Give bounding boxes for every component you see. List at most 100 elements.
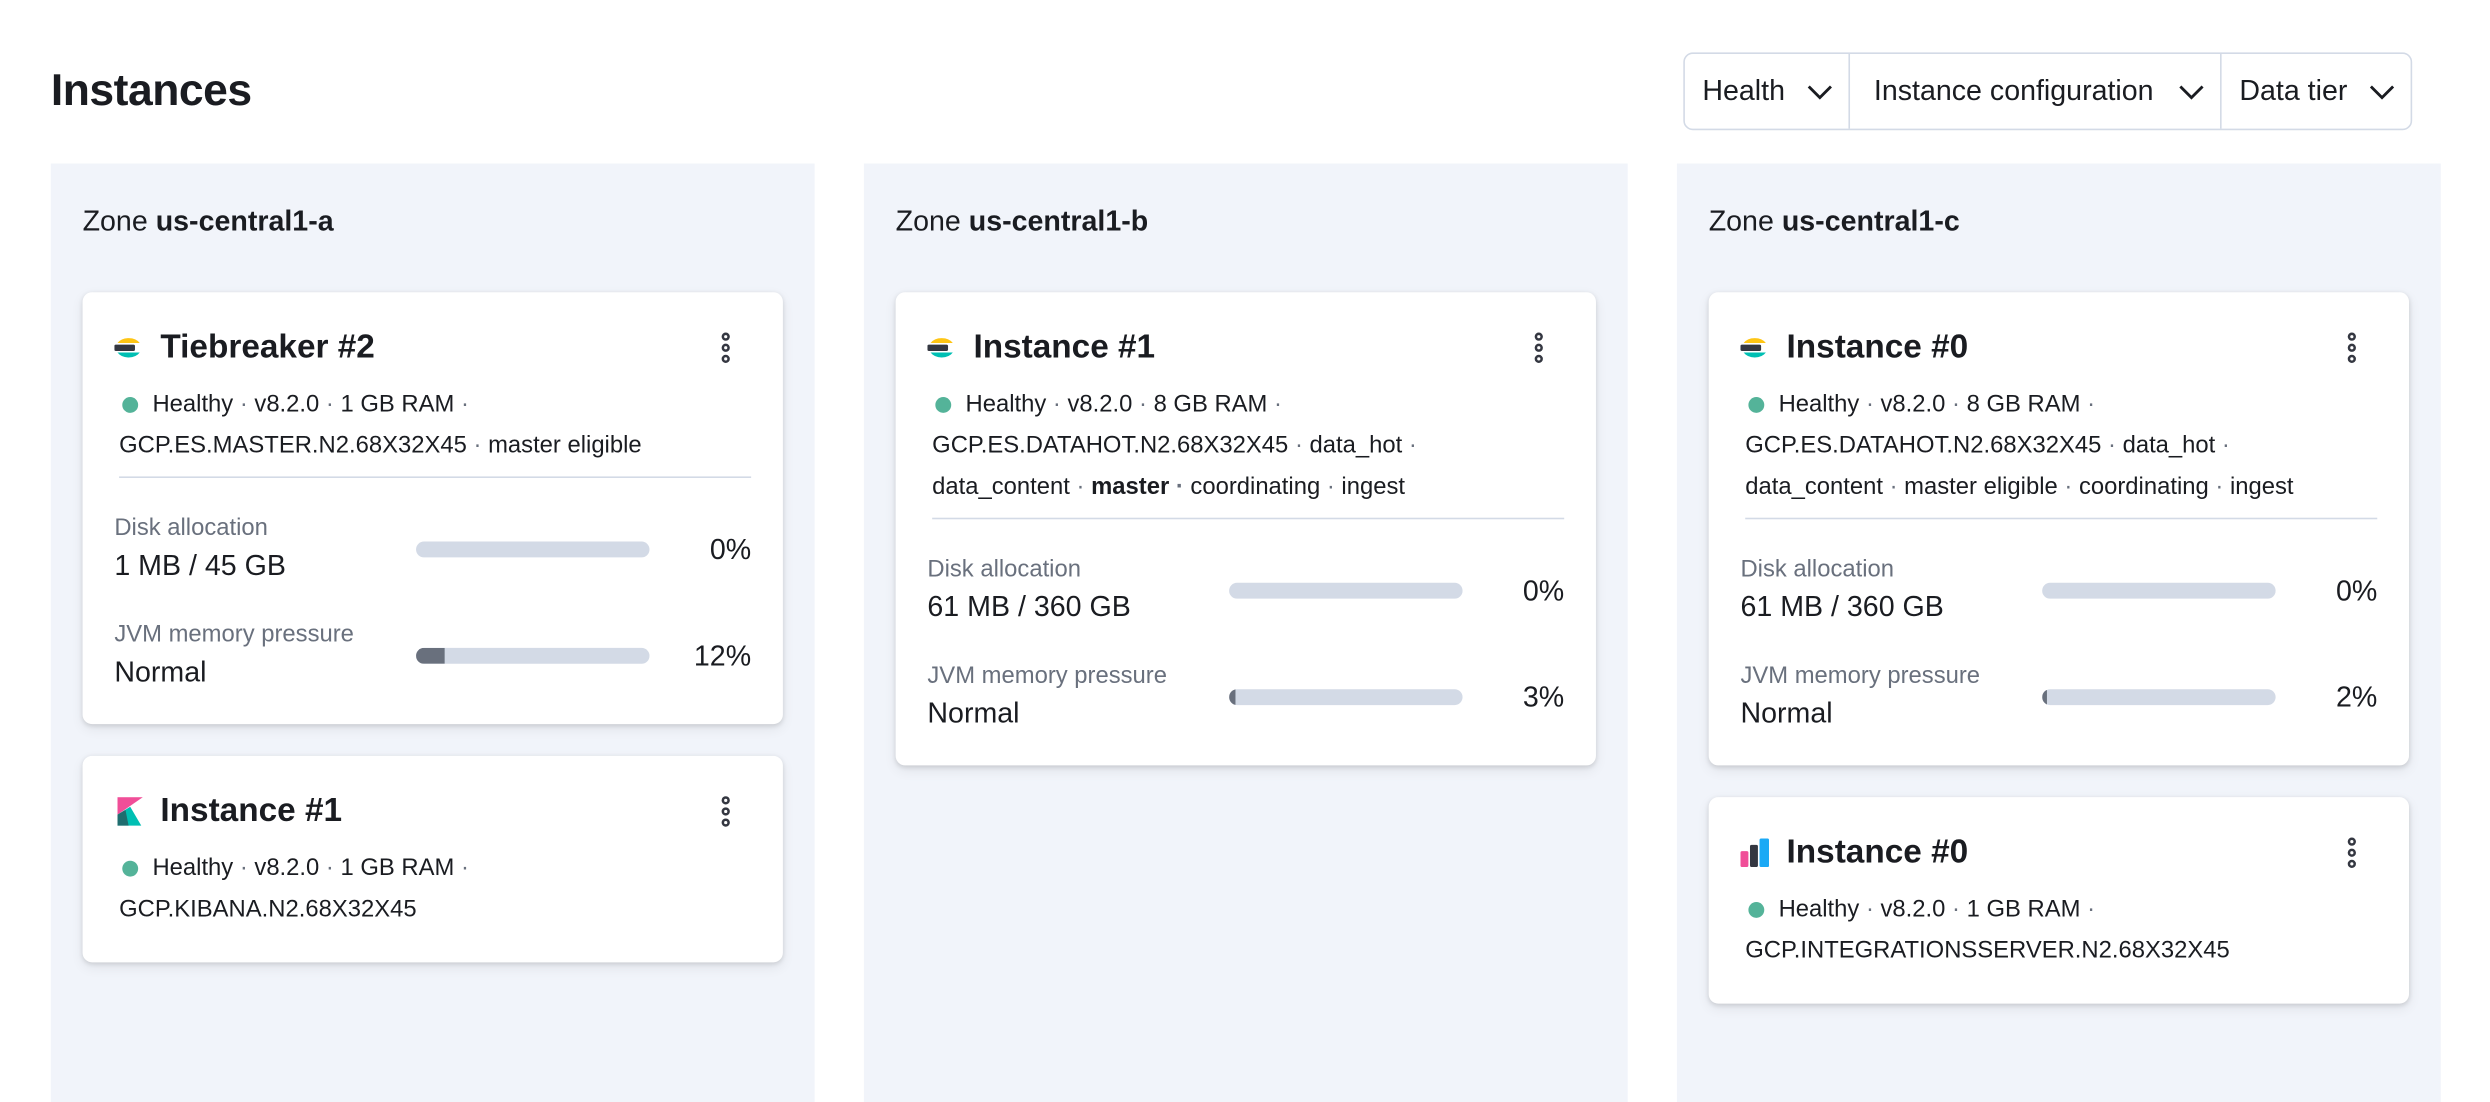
detail: GCP.INTEGRATIONSSERVER.N2.68X32X45 — [1745, 936, 2230, 964]
metric-label: JVM memory pressure — [1740, 662, 1981, 690]
chevron-icon — [1807, 84, 1833, 99]
zone-label: Zone — [82, 204, 148, 237]
metric-label: JVM memory pressure — [927, 662, 1167, 690]
detail: 1 GB RAM — [341, 391, 469, 418]
detail: 8 GB RAM — [1967, 391, 2095, 418]
card-header: Instance #1 — [114, 788, 751, 836]
elasticsearch-icon — [114, 338, 140, 358]
health-status: Healthy — [152, 391, 247, 418]
metric-label: Disk allocation — [114, 514, 268, 542]
filter-label: Data tier — [2239, 74, 2348, 107]
metric-value: Normal — [114, 655, 207, 688]
detail: v8.2.0 — [1067, 391, 1146, 418]
metrics: Disk allocation 61 MB / 360 GB 0% JVM memo… — [1740, 519, 2377, 733]
metrics: Disk allocation 61 MB / 360 GB 0% JVM memo… — [927, 519, 1564, 733]
detail: GCP.KIBANA.N2.68X32X45 — [119, 895, 417, 923]
health-dot — [1748, 901, 1765, 918]
detail: data_hot — [1310, 432, 1417, 459]
more-menu[interactable] — [2336, 329, 2368, 367]
more-menu[interactable] — [710, 329, 742, 367]
metric: Disk allocation 61 MB / 360 GB 0% — [927, 554, 1564, 627]
metric: JVM memory pressure Normal 2% — [1740, 661, 2377, 734]
zone-name: us-central1-a — [155, 204, 334, 237]
divider — [119, 476, 752, 478]
zone-heading: Zone us-central1-b — [896, 195, 1596, 246]
metric: JVM memory pressure Normal 3% — [927, 661, 1564, 734]
detail: master — [1091, 473, 1184, 500]
divider — [1745, 517, 2378, 520]
zone-column: Zone us-central1-a Tiebreaker #2 Healthy… — [50, 163, 815, 1102]
instance-details: Healthy v8.2.0 1 GB RAM GCP.KIBANA.N2.68… — [119, 848, 754, 931]
detail: v8.2.0 — [1881, 391, 1960, 418]
kebab-icon — [1534, 332, 1543, 364]
instance-card: Instance #0 Healthy v8.2.0 8 GB RAM GCP.… — [1708, 292, 2410, 766]
health-dot — [122, 397, 139, 413]
instance-name: Tiebreaker #2 — [160, 328, 375, 366]
metric-percent: 2% — [2335, 680, 2378, 713]
card-header: Tiebreaker #2 — [114, 324, 751, 372]
filter-label: Instance configuration — [1873, 74, 2154, 107]
zone-column: Zone us-central1-b Instance #1 Healthy v… — [863, 163, 1628, 1102]
more-menu[interactable] — [1523, 329, 1555, 367]
instance-name: Instance #1 — [160, 792, 343, 829]
metric-value: Normal — [927, 697, 1020, 729]
health-status: Healthy — [1779, 896, 1874, 923]
detail: master eligible — [488, 431, 642, 459]
metric-label: JVM memory pressure — [114, 620, 354, 648]
card-header: Instance #0 — [1740, 829, 2377, 877]
detail: GCP.ES.MASTER.N2.68X32X45 — [119, 432, 481, 459]
kebab-icon — [721, 332, 730, 364]
detail: coordinating — [2079, 473, 2223, 500]
filter-button[interactable]: Health — [1685, 54, 1849, 129]
filter-button[interactable]: Data tier — [2220, 53, 2411, 129]
divider — [932, 517, 1565, 520]
zone-name: us-central1-c — [1781, 204, 1960, 237]
page-title: Instances — [50, 65, 252, 115]
filter-button[interactable]: Instance configuration — [1848, 53, 2220, 129]
more-menu[interactable] — [2336, 834, 2368, 872]
progress-track — [1229, 582, 1463, 599]
progress-track — [416, 541, 650, 558]
detail: 1 GB RAM — [1967, 896, 2095, 923]
detail: master eligible — [1904, 473, 2072, 500]
detail: ingest — [2229, 473, 2294, 501]
detail: v8.2.0 — [254, 391, 333, 418]
zone-label: Zone — [895, 204, 961, 237]
zone-heading: Zone us-central1-c — [1709, 195, 2409, 246]
instance-card: Instance #0 Healthy v8.2.0 1 GB RAM GCP.… — [1708, 797, 2410, 1004]
health-status: Healthy — [1779, 391, 1874, 418]
metric: JVM memory pressure Normal 12% — [114, 619, 751, 692]
progress-fill — [2042, 689, 2047, 706]
card-header: Instance #0 — [1740, 324, 2377, 372]
metric-value: 61 MB / 360 GB — [1740, 590, 1944, 623]
progress-fill — [416, 647, 445, 664]
instance-details: Healthy v8.2.0 8 GB RAM GCP.ES.DATAHOT.N… — [932, 384, 1567, 508]
kibana-icon — [117, 797, 143, 826]
more-menu[interactable] — [710, 792, 742, 830]
instance-details: Healthy v8.2.0 1 GB RAM GCP.INTEGRATIONS… — [1745, 889, 2380, 972]
metric-value: 1 MB / 45 GB — [114, 549, 286, 582]
instance-details: Healthy v8.2.0 1 GB RAM GCP.ES.MASTER.N2… — [119, 384, 754, 467]
detail: v8.2.0 — [254, 854, 333, 881]
health-dot — [1748, 397, 1765, 413]
chevron-icon — [2370, 84, 2395, 99]
metric-percent: 0% — [709, 532, 752, 565]
health-dot — [935, 397, 952, 413]
metrics: Disk allocation 1 MB / 45 GB 0% JVM memory… — [114, 478, 751, 692]
metric-percent: 0% — [2335, 574, 2378, 606]
kebab-icon — [721, 796, 730, 827]
metric-label: Disk allocation — [927, 555, 1081, 583]
zone-heading: Zone us-central1-a — [83, 195, 783, 246]
detail: coordinating — [1190, 473, 1334, 500]
progress-fill — [1229, 689, 1237, 706]
instance-card: Instance #1 Healthy v8.2.0 8 GB RAM GCP.… — [895, 292, 1596, 766]
metric: Disk allocation 61 MB / 360 GB 0% — [1740, 554, 2377, 627]
detail: data_hot — [2123, 432, 2230, 459]
detail: data_content — [932, 473, 1084, 500]
detail: GCP.ES.DATAHOT.N2.68X32X45 — [932, 432, 1303, 459]
health-status: Healthy — [966, 391, 1061, 418]
metric-percent: 0% — [1522, 574, 1565, 606]
